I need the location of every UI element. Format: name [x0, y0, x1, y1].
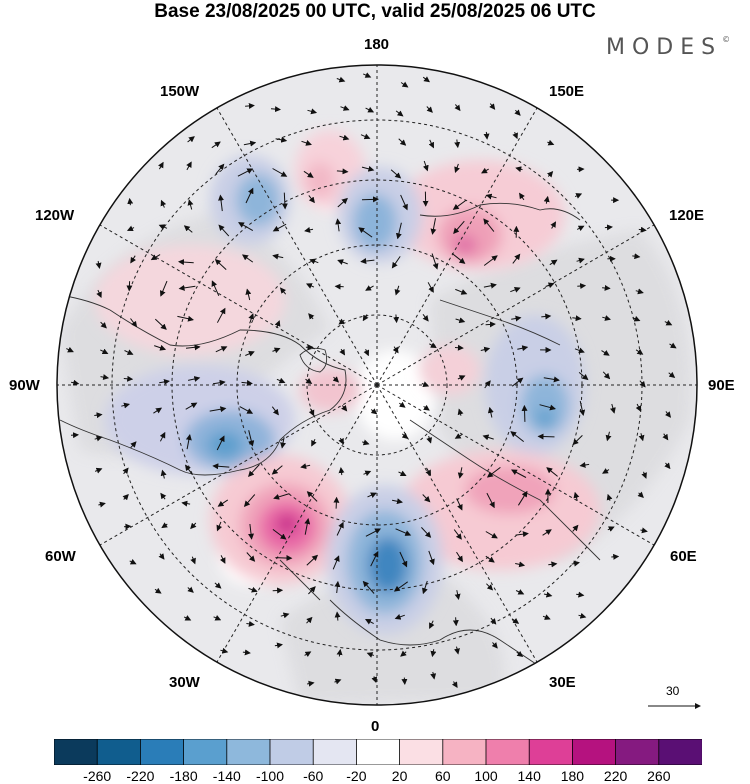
colorbar	[54, 739, 702, 765]
colorbar-segment	[54, 739, 98, 765]
colorbar-segment	[313, 739, 357, 765]
colorbar-segment	[97, 739, 141, 765]
colorbar-segment	[400, 739, 444, 765]
colorbar-segment	[227, 739, 270, 765]
colorbar-segment	[659, 739, 702, 765]
colorbar-tick-label: 100	[474, 768, 497, 784]
wind-arrow	[611, 557, 618, 558]
colorbar-tick-label: 220	[604, 768, 627, 784]
lon-label-150w: 150W	[160, 83, 199, 100]
lon-label-60w: 60W	[45, 548, 76, 565]
colorbar-segment	[443, 739, 487, 765]
wind-arrow	[124, 379, 132, 380]
lon-label-90e: 90E	[708, 377, 735, 394]
colorbar-tick-label: 20	[392, 768, 408, 784]
colorbar-tick-label: -220	[126, 768, 154, 784]
wind-arrow	[539, 436, 555, 437]
wind-arrow	[336, 498, 337, 509]
wind-arrow	[362, 199, 378, 200]
wind-arrow	[271, 109, 280, 110]
wind-arrow	[524, 406, 525, 422]
reference-vector-label: 30	[666, 684, 679, 698]
colorbar-segment	[572, 739, 616, 765]
wind-arrow	[396, 315, 397, 323]
lon-label-0: 0	[371, 718, 379, 735]
colorbar-segment	[184, 739, 228, 765]
lon-label-30e: 30E	[549, 674, 576, 691]
colorbar-tick-label: -260	[83, 768, 111, 784]
wind-arrow	[455, 348, 463, 349]
colorbar-tick-label: 260	[647, 768, 670, 784]
colorbar-segment	[356, 739, 400, 765]
colorbar-segment	[616, 739, 660, 765]
wind-arrow	[486, 324, 495, 325]
colorbar-segment	[486, 739, 530, 765]
colorbar-tick-label: -100	[256, 768, 284, 784]
lon-label-150e: 150E	[549, 83, 584, 100]
wind-arrow	[605, 227, 612, 228]
lon-label-120e: 120E	[669, 207, 704, 224]
wind-arrow	[456, 617, 457, 625]
wind-arrow	[124, 526, 130, 527]
colorbar-segment	[140, 739, 184, 765]
lon-label-180: 180	[364, 36, 389, 53]
wind-arrow	[336, 286, 344, 287]
wind-arrow	[273, 590, 282, 591]
colorbar-tick-label: -60	[303, 768, 323, 784]
lon-label-90w: 90W	[9, 377, 40, 394]
wind-arrow	[404, 678, 405, 684]
colorbar-segment	[529, 739, 573, 765]
lon-label-120w: 120W	[35, 207, 74, 224]
colorbar-tick-label: -20	[346, 768, 366, 784]
lon-label-60e: 60E	[670, 548, 697, 565]
wind-arrow	[275, 558, 291, 559]
colorbar-tick-label: 140	[518, 768, 541, 784]
map-disk	[57, 65, 697, 705]
colorbar-segment	[270, 739, 314, 765]
colorbar-tick-label: -180	[170, 768, 198, 784]
colorbar-tick-label: 60	[435, 768, 451, 784]
colorbar-tick-label: -140	[213, 768, 241, 784]
lon-label-30w: 30W	[169, 674, 200, 691]
wind-arrow	[602, 288, 610, 289]
colorbar-tick-label: 180	[561, 768, 584, 784]
wind-arrow	[71, 435, 78, 436]
wind-arrow	[577, 286, 585, 287]
